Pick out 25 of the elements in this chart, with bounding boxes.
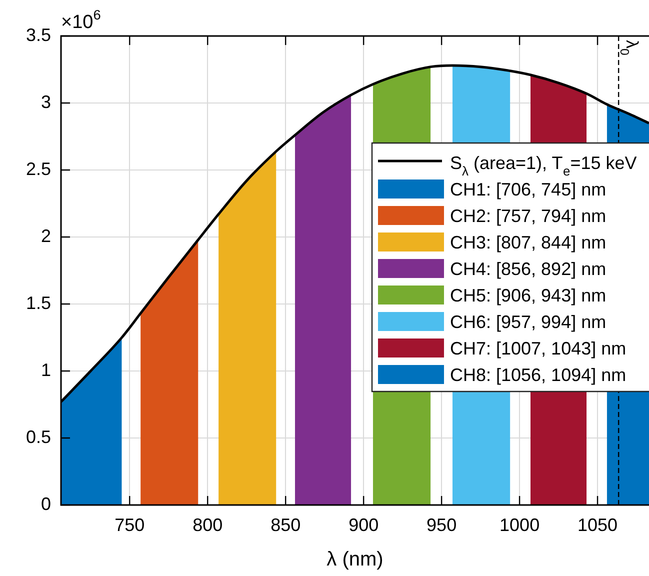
y-tick-label: 0 xyxy=(40,494,51,514)
legend-label: CH1: [706, 745] nm xyxy=(450,180,606,200)
ref-line-label: λ0 xyxy=(618,40,642,56)
legend-label: CH2: [757, 794] nm xyxy=(450,206,606,226)
legend-label: CH8: [1056, 1094] nm xyxy=(450,365,626,385)
x-tick-label: 800 xyxy=(192,514,223,535)
x-tick-label: 950 xyxy=(426,514,457,535)
y-tick-label: 1 xyxy=(40,360,51,380)
x-axis-title: λ (nm) xyxy=(326,548,384,571)
y-tick-label: 2 xyxy=(40,226,51,246)
x-tick-label: 750 xyxy=(114,514,145,535)
legend-label: CH3: [807, 844] nm xyxy=(450,232,606,252)
x-tick-label: 900 xyxy=(348,514,379,535)
x-tick-label: 850 xyxy=(270,514,301,535)
x-tick-label: 1050 xyxy=(578,514,618,535)
legend-label: CH7: [1007, 1043] nm xyxy=(450,338,626,358)
y-tick-label: 3 xyxy=(40,92,51,112)
x-tick-label: 1000 xyxy=(500,514,540,535)
legend-label: CH5: [906, 943] nm xyxy=(450,286,606,306)
legend-label: CH4: [856, 892] nm xyxy=(450,259,606,279)
legend-label: CH6: [957, 994] nm xyxy=(450,312,606,332)
y-tick-label: 0.5 xyxy=(26,426,51,447)
y-tick-label: 1.5 xyxy=(26,292,51,313)
y-tick-label: 3.5 xyxy=(26,24,51,45)
y-tick-label: 2.5 xyxy=(26,158,51,179)
